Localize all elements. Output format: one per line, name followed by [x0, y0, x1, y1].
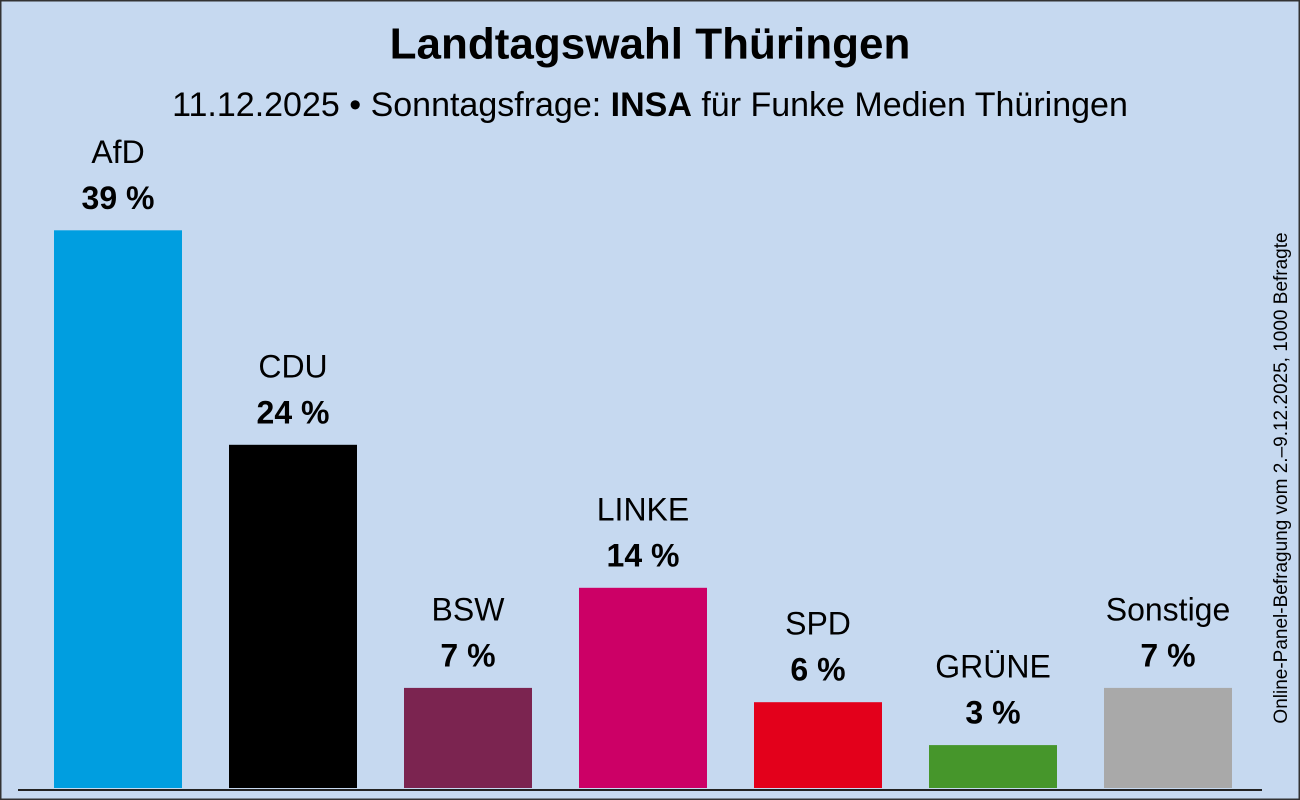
- category-label: BSW: [432, 591, 506, 627]
- category-label: SPD: [785, 606, 851, 642]
- value-label: 7 %: [440, 637, 495, 673]
- subtitle-part: für Funke Medien Thüringen: [701, 86, 1128, 124]
- bar: [54, 230, 182, 789]
- bar: [229, 444, 357, 788]
- category-label: LINKE: [597, 491, 689, 527]
- category-label: Sonstige: [1106, 591, 1231, 627]
- bar: [1104, 687, 1232, 788]
- category-label: AfD: [91, 134, 144, 170]
- category-label: CDU: [258, 348, 327, 384]
- bar: [929, 745, 1057, 788]
- value-label: 7 %: [1140, 637, 1195, 673]
- chart-subtitle: 11.12.2025 • Sonntagsfrage: INSA für Fun…: [172, 86, 1128, 124]
- value-label: 24 %: [257, 394, 330, 430]
- side-note: Online-Panel-Befragung vom 2.–9.12.2025,…: [1271, 232, 1292, 723]
- bar: [579, 587, 707, 788]
- value-label: 6 %: [790, 652, 845, 688]
- chart-title: Landtagswahl Thüringen: [390, 20, 911, 69]
- value-label: 39 %: [82, 180, 155, 216]
- subtitle-part: INSA: [611, 86, 692, 124]
- bar: [404, 687, 532, 788]
- category-label: GRÜNE: [935, 649, 1051, 685]
- subtitle-part: 11.12.2025 • Sonntagsfrage:: [172, 86, 601, 124]
- value-label: 3 %: [965, 695, 1020, 731]
- value-label: 14 %: [607, 537, 680, 573]
- bar: [754, 702, 882, 788]
